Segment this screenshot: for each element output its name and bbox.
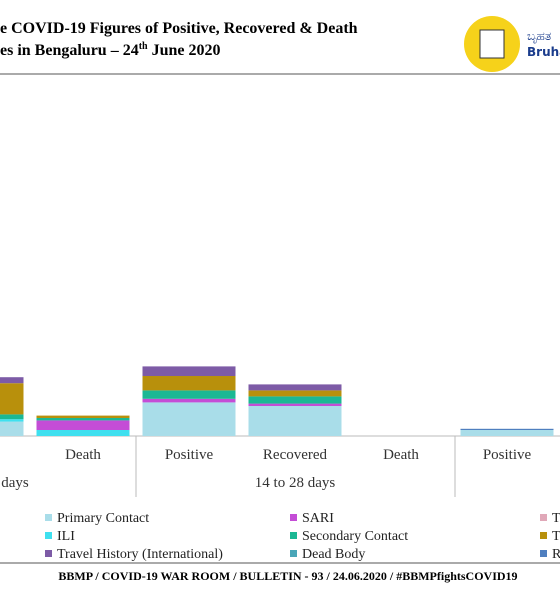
legend-swatch [290,532,297,539]
title-sup: th [139,41,148,52]
bar-segment [142,402,236,436]
legend-swatch [45,550,52,557]
bar-segment [0,421,24,436]
logo-text: Bruha [527,45,560,59]
bar-segment [142,398,236,403]
bar-segment [36,420,130,430]
bar-segment [248,396,342,404]
legend-label: SARI [302,511,334,526]
bar-segment [460,430,554,436]
title-line: es in Bengaluru – 24th June 2020 [0,41,221,59]
legend-label: Travel History (International) [57,547,223,562]
legend-swatch [45,532,52,539]
bar-segment [0,414,24,420]
logo-text: ಬೃಹತ [527,29,551,44]
legend-label: Primary Contact [57,511,149,526]
bar-segment [248,406,342,436]
footer: BBMP / COVID-19 WAR ROOM / BULLETIN - 93… [58,569,517,583]
x-tick-label: Death [383,447,419,463]
bar-segment [0,419,24,422]
bar-segment [248,403,342,406]
title-part: es in Bengaluru – 24 [0,42,139,59]
bar-segment [36,418,130,421]
legend-label: Ta [552,511,560,526]
x-tick-label: Positive [483,447,532,463]
bar-segment [248,390,342,397]
group-label: 14 to 28 days [255,475,336,491]
x-tick-label: Positive [165,447,214,463]
bar-segment [142,376,236,391]
legend-swatch [290,550,297,557]
legend-label: Secondary Contact [302,529,408,544]
bar-segment [460,428,554,430]
legend-swatch [290,514,297,521]
legend-swatch [45,514,52,521]
bar-segment [0,377,24,384]
legend-swatch [540,514,547,521]
legend-label: ILI [57,529,75,544]
legend-label: T [552,529,560,544]
bar-segment [248,384,342,391]
bar-segment [0,383,24,415]
legend-swatch [540,550,547,557]
legend-swatch [540,532,547,539]
title-line: e COVID-19 Figures of Positive, Recovere… [0,20,358,37]
bar-segment [142,366,236,376]
legend-label: Dead Body [302,547,365,562]
bar-segment [142,390,236,399]
group-label: days [1,475,29,491]
x-tick-label: Recovered [263,447,328,463]
bar-segment [36,430,130,436]
bar-segment [36,415,130,418]
title-part: June 2020 [148,42,221,59]
x-tick-label: Death [65,447,101,463]
legend-label: R [552,547,560,562]
logo-emblem [479,29,505,59]
